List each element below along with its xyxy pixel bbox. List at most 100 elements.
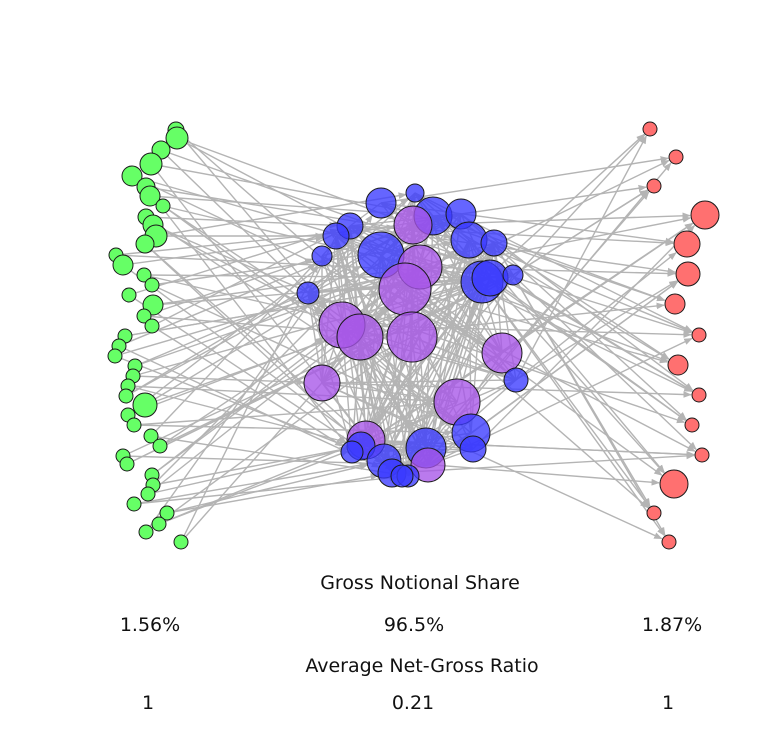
left-node bbox=[144, 277, 160, 293]
left-node bbox=[121, 165, 143, 187]
left-node bbox=[155, 198, 171, 214]
edge bbox=[159, 337, 324, 447]
right-node bbox=[694, 447, 710, 463]
right-node bbox=[690, 200, 720, 230]
edge bbox=[512, 274, 666, 536]
left-node bbox=[118, 388, 134, 404]
right-net-gross-ratio: 1 bbox=[661, 692, 675, 714]
right-node bbox=[661, 534, 677, 550]
core-node bbox=[296, 281, 320, 305]
core-node bbox=[481, 332, 523, 374]
edge bbox=[128, 228, 339, 296]
edge bbox=[359, 336, 517, 381]
left-node bbox=[112, 254, 134, 276]
edge bbox=[512, 274, 697, 451]
gross-share-title: Gross Notional Share bbox=[320, 572, 520, 594]
right-node bbox=[667, 354, 689, 376]
core-node bbox=[393, 205, 433, 245]
left-node bbox=[139, 185, 161, 207]
edge bbox=[133, 461, 369, 505]
left-node bbox=[140, 486, 156, 502]
core-node bbox=[390, 464, 414, 488]
edge bbox=[481, 281, 665, 537]
left-node bbox=[139, 152, 163, 176]
right-node bbox=[646, 505, 662, 521]
right-node bbox=[664, 293, 686, 315]
core-node bbox=[378, 262, 432, 316]
core-gross-share: 96.5% bbox=[383, 614, 445, 636]
left-node bbox=[173, 534, 189, 550]
left-node bbox=[144, 318, 160, 334]
left-node bbox=[143, 428, 159, 444]
right-node bbox=[659, 469, 689, 499]
edge bbox=[133, 400, 435, 426]
left-node bbox=[151, 516, 167, 532]
right-node bbox=[646, 178, 662, 194]
right-node bbox=[668, 149, 684, 165]
left-node bbox=[126, 417, 142, 433]
right-node bbox=[691, 327, 707, 343]
right-node bbox=[675, 261, 701, 287]
left-node bbox=[121, 287, 137, 303]
core-node bbox=[311, 245, 333, 267]
edge bbox=[125, 234, 398, 397]
edge bbox=[134, 296, 299, 367]
core-node bbox=[303, 364, 341, 402]
right-gross-share: 1.87% bbox=[641, 614, 703, 636]
left-node bbox=[126, 496, 142, 512]
edge bbox=[127, 197, 409, 416]
core-node bbox=[480, 229, 508, 257]
edge bbox=[383, 281, 483, 462]
core-node bbox=[336, 313, 384, 361]
core-node bbox=[340, 440, 364, 464]
edge bbox=[151, 284, 455, 426]
edge bbox=[133, 474, 398, 505]
core-node bbox=[503, 367, 529, 393]
edge bbox=[493, 242, 670, 360]
right-node bbox=[642, 121, 658, 137]
edge bbox=[151, 231, 340, 327]
core-node bbox=[322, 222, 350, 250]
edge bbox=[152, 446, 349, 486]
edge bbox=[166, 463, 369, 514]
right-node bbox=[684, 417, 700, 433]
edge bbox=[512, 189, 648, 276]
core-node bbox=[471, 259, 509, 297]
left-node bbox=[135, 234, 155, 254]
edge bbox=[321, 382, 474, 450]
core-node bbox=[502, 264, 524, 286]
core-node bbox=[386, 311, 438, 363]
edge bbox=[460, 184, 647, 215]
edge bbox=[515, 135, 647, 381]
left-node bbox=[165, 126, 189, 150]
edge bbox=[147, 447, 349, 495]
right-node bbox=[673, 230, 701, 258]
left-node bbox=[159, 505, 175, 521]
core-node bbox=[365, 187, 397, 219]
left-net-gross-ratio: 1 bbox=[141, 692, 155, 714]
edge bbox=[176, 137, 402, 258]
edge bbox=[155, 192, 407, 237]
edge bbox=[404, 288, 663, 476]
left-node bbox=[119, 456, 135, 472]
left-node bbox=[107, 348, 123, 364]
edge bbox=[150, 262, 316, 437]
core-node bbox=[405, 183, 425, 203]
left-node bbox=[136, 267, 152, 283]
net-gross-ratio-title: Average Net-Gross Ratio bbox=[305, 655, 539, 677]
core-net-gross-ratio: 0.21 bbox=[391, 692, 435, 714]
right-node bbox=[691, 387, 707, 403]
core-node bbox=[459, 435, 487, 463]
edge bbox=[321, 379, 517, 384]
edge bbox=[180, 264, 319, 543]
left-node bbox=[132, 392, 158, 418]
edge bbox=[122, 235, 324, 266]
edge bbox=[118, 345, 381, 468]
nodes bbox=[107, 121, 720, 550]
edge bbox=[127, 385, 349, 444]
left-gross-share: 1.56% bbox=[119, 614, 181, 636]
left-node bbox=[136, 308, 152, 324]
left-node bbox=[138, 524, 154, 540]
edge bbox=[176, 137, 396, 220]
